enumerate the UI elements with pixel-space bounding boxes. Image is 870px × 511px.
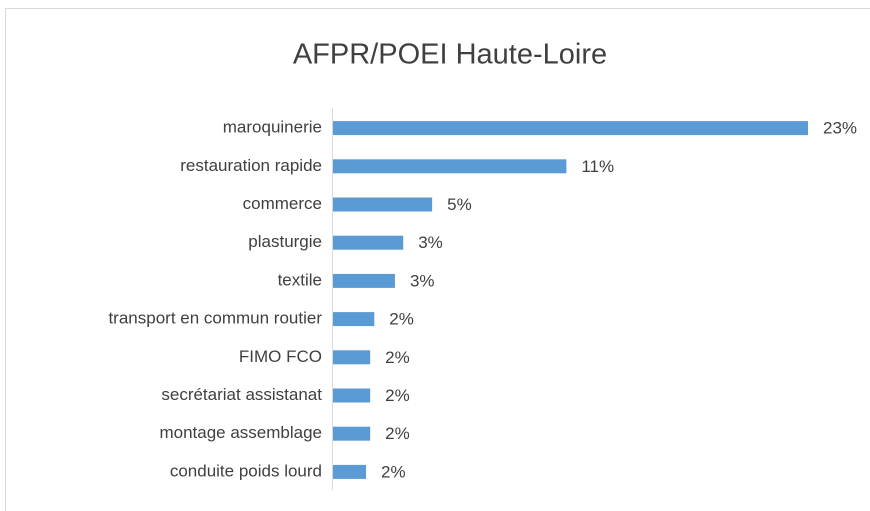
bar xyxy=(333,350,371,365)
bar xyxy=(333,235,404,250)
value-label: 2% xyxy=(389,310,414,329)
category-label: plasturgie xyxy=(248,232,322,251)
bar xyxy=(333,388,371,403)
bar xyxy=(333,121,808,136)
value-label: 11% xyxy=(581,157,614,176)
value-label: 2% xyxy=(381,462,406,481)
value-label: 2% xyxy=(385,424,410,443)
category-label: commerce xyxy=(243,194,322,213)
bar xyxy=(333,159,567,174)
category-label: montage assemblage xyxy=(159,423,322,442)
category-label: textile xyxy=(278,270,322,289)
bar xyxy=(333,273,395,288)
category-label: restauration rapide xyxy=(180,156,322,175)
value-label: 3% xyxy=(418,233,443,252)
bar xyxy=(333,197,433,212)
value-label: 2% xyxy=(385,348,410,367)
bar xyxy=(333,312,375,327)
category-label: maroquinerie xyxy=(223,118,322,137)
value-label: 3% xyxy=(410,271,435,290)
bar xyxy=(333,464,367,479)
category-label: transport en commun routier xyxy=(108,309,322,328)
value-label: 23% xyxy=(823,119,857,138)
category-label: secrétariat assistanat xyxy=(161,385,322,404)
category-label: FIMO FCO xyxy=(239,347,322,366)
chart-title: AFPR/POEI Haute-Loire xyxy=(293,39,607,71)
bar xyxy=(333,426,371,441)
category-label: conduite poids lourd xyxy=(170,461,322,480)
chart-border xyxy=(5,8,870,511)
value-label: 2% xyxy=(385,386,410,405)
value-label: 5% xyxy=(447,195,472,214)
